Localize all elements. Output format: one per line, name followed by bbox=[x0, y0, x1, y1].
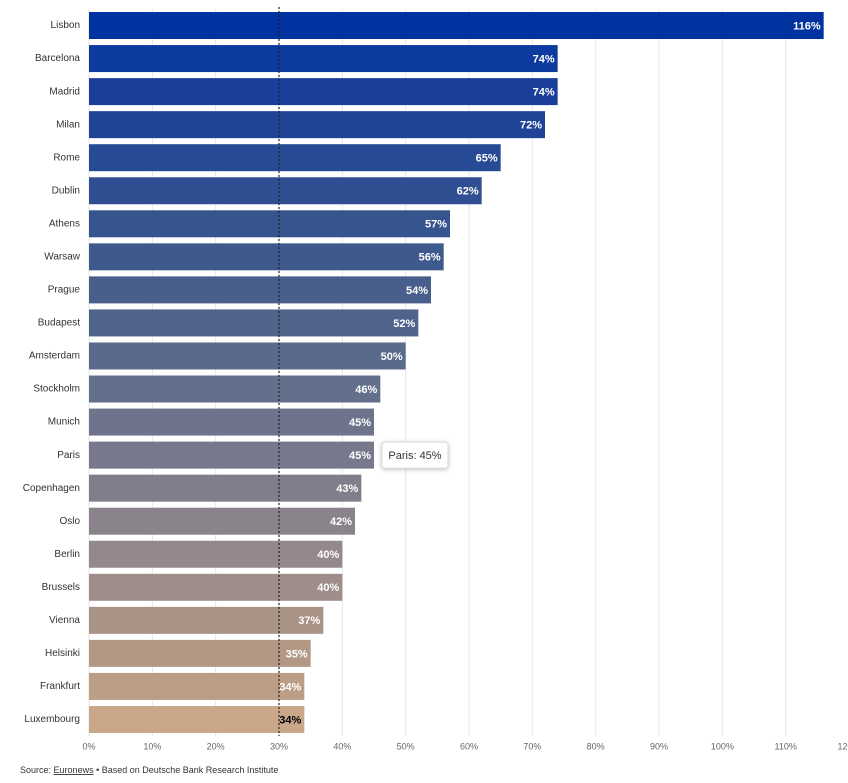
value-label: 37% bbox=[298, 615, 320, 627]
y-tick-label: Rome bbox=[53, 152, 80, 163]
value-label: 74% bbox=[533, 53, 555, 65]
value-label: 35% bbox=[286, 648, 308, 660]
y-tick-label: Paris bbox=[57, 450, 80, 461]
y-tick-label: Barcelona bbox=[35, 53, 80, 64]
value-label: 54% bbox=[406, 285, 428, 297]
bar bbox=[89, 441, 374, 469]
bar bbox=[89, 375, 381, 403]
bar bbox=[89, 507, 355, 535]
y-tick-label: Munich bbox=[48, 417, 80, 428]
value-label: 40% bbox=[317, 549, 339, 561]
y-tick-label: Dublin bbox=[52, 185, 80, 196]
x-tick-label: 60% bbox=[460, 741, 478, 751]
y-tick-label: Luxembourg bbox=[24, 714, 80, 725]
source-prefix: Source: bbox=[20, 765, 51, 775]
value-label: 43% bbox=[336, 483, 358, 495]
bar bbox=[89, 639, 311, 667]
value-label: 45% bbox=[349, 450, 371, 462]
y-tick-label: Athens bbox=[49, 218, 80, 229]
bar bbox=[89, 276, 431, 304]
bar bbox=[89, 606, 324, 634]
tooltip-label: Paris: 45% bbox=[388, 450, 441, 462]
y-tick-label: Helsinki bbox=[45, 648, 80, 659]
value-label: 74% bbox=[533, 87, 555, 99]
value-label: 45% bbox=[349, 417, 371, 429]
bar bbox=[89, 144, 501, 172]
y-tick-label: Vienna bbox=[49, 615, 80, 626]
tooltip: Paris: 45% bbox=[381, 441, 449, 469]
value-label: 40% bbox=[317, 582, 339, 594]
x-tick-label: 120% bbox=[837, 741, 848, 751]
bar bbox=[89, 12, 824, 40]
value-label: 72% bbox=[520, 120, 542, 132]
x-tick-label: 90% bbox=[650, 741, 668, 751]
bar bbox=[89, 672, 305, 700]
y-tick-label: Warsaw bbox=[44, 251, 81, 262]
value-label: 34% bbox=[279, 681, 301, 693]
bar bbox=[89, 78, 558, 106]
value-label: 56% bbox=[419, 252, 441, 264]
bar bbox=[89, 573, 343, 601]
bar bbox=[89, 210, 450, 238]
value-label: 62% bbox=[457, 186, 479, 198]
y-tick-label: Madrid bbox=[49, 86, 80, 97]
y-tick-label: Budapest bbox=[38, 318, 80, 329]
source-link[interactable]: Euronews bbox=[54, 765, 95, 775]
bar bbox=[89, 342, 406, 370]
x-tick-label: 0% bbox=[82, 741, 95, 751]
bar bbox=[89, 540, 343, 568]
value-label: 50% bbox=[381, 351, 403, 363]
x-tick-label: 20% bbox=[207, 741, 225, 751]
x-tick-label: 10% bbox=[143, 741, 161, 751]
bar bbox=[89, 705, 305, 733]
bar bbox=[89, 408, 374, 436]
x-tick-label: 30% bbox=[270, 741, 288, 751]
value-label: 42% bbox=[330, 516, 352, 528]
x-tick-label: 50% bbox=[397, 741, 415, 751]
value-label: 34% bbox=[279, 714, 301, 726]
x-tick-label: 80% bbox=[587, 741, 605, 751]
bar bbox=[89, 45, 558, 73]
source-suffix: • Based on Deutsche Bank Research Instit… bbox=[96, 765, 278, 775]
bar bbox=[89, 177, 482, 205]
bar bbox=[89, 243, 444, 271]
y-tick-label: Amsterdam bbox=[29, 351, 80, 362]
x-tick-label: 110% bbox=[774, 741, 796, 751]
y-tick-label: Oslo bbox=[59, 516, 80, 527]
bar bbox=[89, 474, 362, 502]
y-tick-label: Brussels bbox=[42, 582, 80, 593]
y-tick-label: Stockholm bbox=[33, 384, 80, 395]
bar bbox=[89, 309, 419, 337]
source: Source: Euronews • Based on Deutsche Ban… bbox=[20, 765, 278, 775]
value-label: 65% bbox=[476, 153, 498, 165]
y-tick-label: Berlin bbox=[54, 549, 80, 560]
y-tick-label: Lisbon bbox=[51, 20, 80, 31]
tooltip-box bbox=[381, 441, 449, 469]
y-tick-label: Prague bbox=[48, 285, 81, 296]
value-label: 52% bbox=[393, 318, 415, 330]
value-label: 116% bbox=[793, 20, 821, 32]
value-label: 57% bbox=[425, 219, 447, 231]
bar bbox=[89, 111, 545, 139]
x-tick-label: 70% bbox=[523, 741, 541, 751]
y-tick-label: Milan bbox=[56, 119, 80, 130]
x-tick-label: 100% bbox=[711, 741, 734, 751]
y-tick-label: Frankfurt bbox=[40, 681, 80, 692]
x-tick-label: 40% bbox=[333, 741, 351, 751]
value-label: 46% bbox=[355, 384, 377, 396]
y-tick-label: Copenhagen bbox=[23, 483, 80, 494]
